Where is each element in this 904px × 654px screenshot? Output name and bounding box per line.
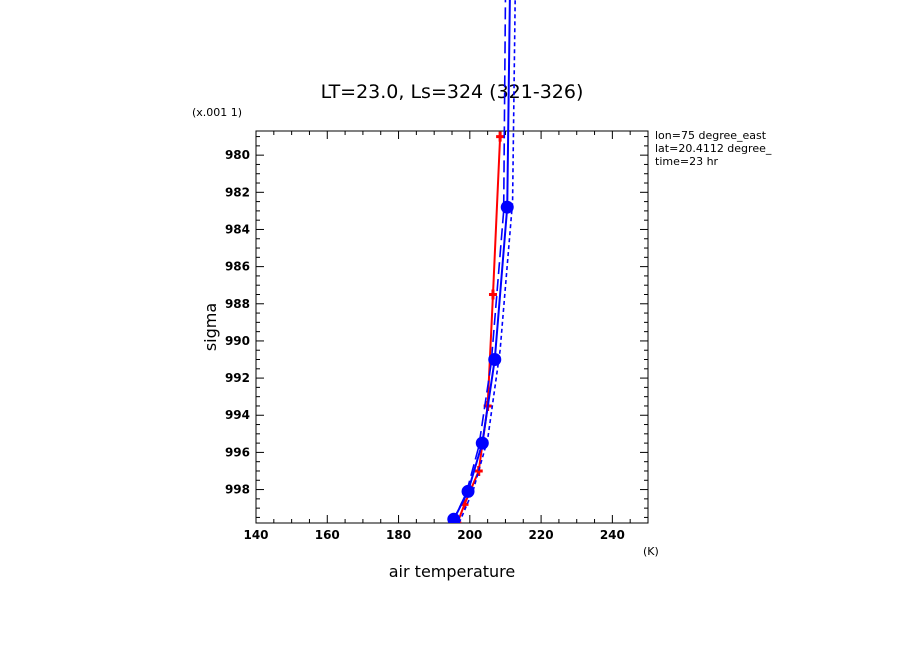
series-line	[458, 0, 516, 523]
y-axis-ticks: 980 982 984 986 988 990 992 994 996 998	[225, 136, 648, 518]
y-unit-label: (x.001 1)	[192, 106, 242, 119]
y-tick-label: 994	[225, 408, 250, 422]
x-tick-label: 140	[243, 528, 268, 542]
x-tick-label: 200	[457, 528, 482, 542]
y-tick-label: 986	[225, 260, 250, 274]
chart-title: LT=23.0, Ls=324 (321-326)	[321, 81, 584, 103]
x-tick-label: 220	[529, 528, 554, 542]
series-line	[451, 0, 507, 523]
plot-frame	[255, 130, 649, 524]
y-tick-label: 988	[225, 297, 250, 311]
y-tick-label: 982	[225, 185, 250, 199]
data-point	[488, 289, 497, 300]
x-axis-ticks: 140 160 180 200 220 240	[243, 131, 649, 542]
y-tick-label: 992	[225, 371, 250, 385]
y-tick-label: 998	[225, 483, 250, 497]
y-tick-label: 996	[225, 445, 250, 459]
series-line	[456, 136, 502, 523]
x-axis-label: air temperature	[389, 562, 515, 581]
annotation-line: lon=75 degree_east	[655, 129, 767, 142]
annotation-line: lat=20.4112 degree_	[655, 142, 772, 155]
x-tick-label: 240	[600, 528, 625, 542]
data-point	[496, 131, 505, 142]
data-point	[474, 465, 483, 476]
series-layer	[447, 0, 516, 523]
x-unit-label: (K)	[643, 545, 659, 558]
x-tick-label: 160	[315, 528, 340, 542]
annotation-line: time=23 hr	[655, 155, 719, 168]
y-axis-label: sigma	[201, 303, 220, 351]
y-tick-label: 980	[225, 148, 250, 162]
y-tick-label: 984	[225, 222, 250, 236]
y-tick-label: 990	[225, 334, 250, 348]
x-tick-label: 180	[386, 528, 411, 542]
